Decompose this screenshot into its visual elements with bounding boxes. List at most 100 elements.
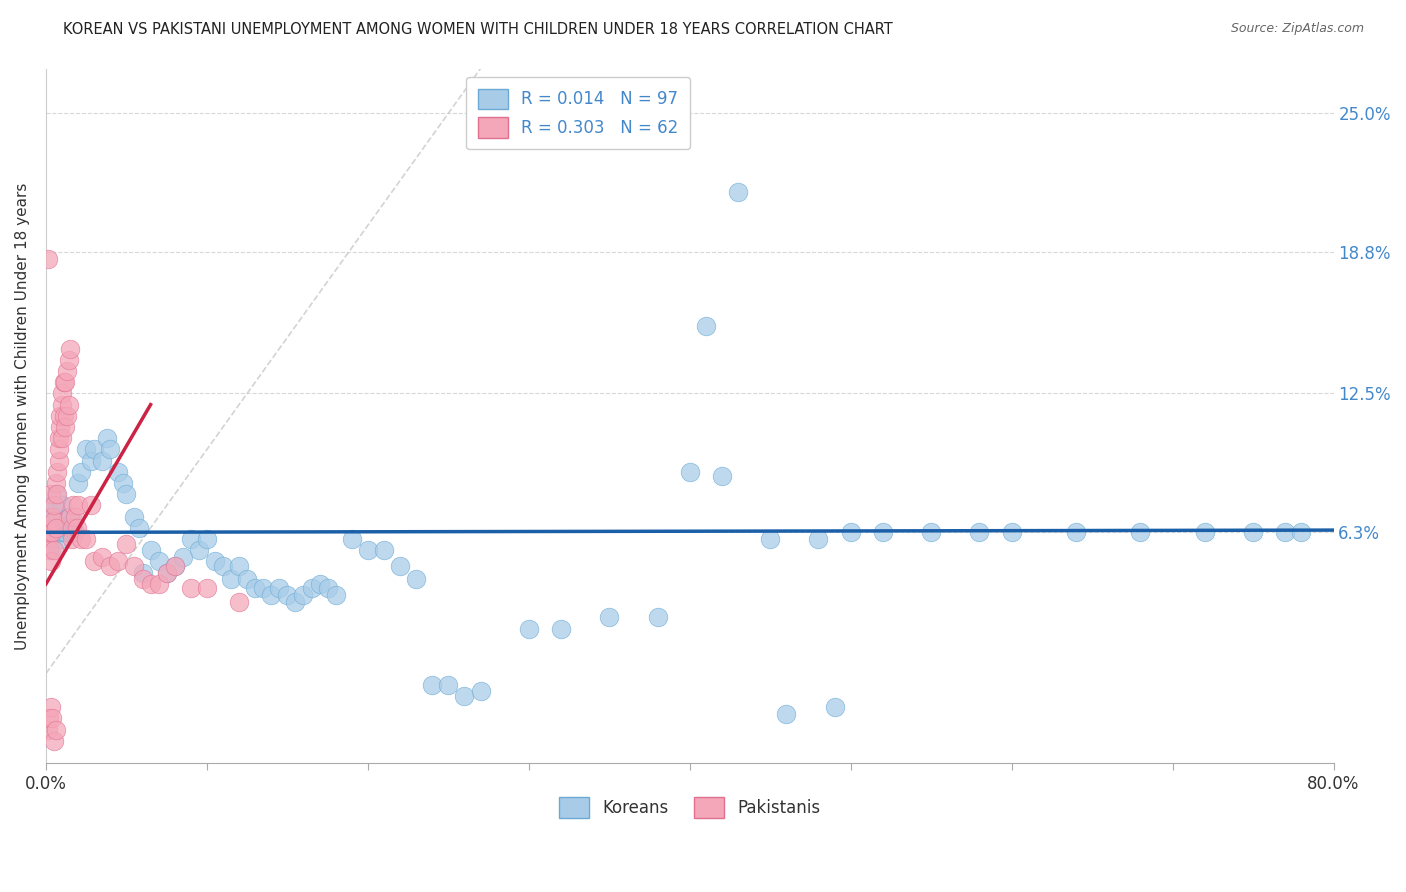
Point xyxy=(1291,525,1313,540)
Point xyxy=(269,582,291,596)
Point xyxy=(807,532,830,546)
Point xyxy=(46,487,69,501)
Point xyxy=(70,532,93,546)
Point xyxy=(37,532,59,546)
Point xyxy=(172,549,194,564)
Point xyxy=(83,442,105,457)
Point xyxy=(470,684,492,698)
Point xyxy=(195,532,218,546)
Point xyxy=(41,525,63,540)
Point xyxy=(67,476,90,491)
Point xyxy=(98,442,121,457)
Point xyxy=(49,521,72,535)
Point xyxy=(41,499,63,513)
Point xyxy=(695,319,717,334)
Point xyxy=(39,487,62,501)
Point xyxy=(98,558,121,573)
Point xyxy=(39,543,62,558)
Point xyxy=(37,723,59,737)
Point xyxy=(550,622,572,636)
Point xyxy=(325,588,347,602)
Point xyxy=(62,514,84,528)
Point xyxy=(228,558,250,573)
Point xyxy=(236,573,259,587)
Point xyxy=(83,554,105,568)
Point xyxy=(260,588,283,602)
Point xyxy=(48,453,70,467)
Point xyxy=(60,532,83,546)
Point xyxy=(1001,525,1024,540)
Point xyxy=(148,577,170,591)
Point xyxy=(41,711,63,725)
Point xyxy=(91,549,114,564)
Point xyxy=(38,536,60,550)
Point xyxy=(56,409,79,423)
Point xyxy=(228,595,250,609)
Point xyxy=(679,465,702,479)
Point xyxy=(437,678,460,692)
Point xyxy=(301,582,323,596)
Point xyxy=(598,610,620,624)
Point xyxy=(131,573,153,587)
Point xyxy=(52,375,75,389)
Point xyxy=(131,566,153,580)
Point xyxy=(340,532,363,546)
Point xyxy=(107,465,129,479)
Point xyxy=(139,543,162,558)
Point xyxy=(39,554,62,568)
Point xyxy=(45,487,67,501)
Point xyxy=(284,595,307,609)
Point xyxy=(56,514,79,528)
Legend: Koreans, Pakistanis: Koreans, Pakistanis xyxy=(553,790,827,824)
Point xyxy=(41,532,63,546)
Point xyxy=(195,582,218,596)
Point xyxy=(1241,525,1264,540)
Point xyxy=(51,525,73,540)
Point xyxy=(156,566,179,580)
Point xyxy=(39,505,62,519)
Point xyxy=(156,566,179,580)
Point xyxy=(112,476,135,491)
Point xyxy=(45,521,67,535)
Point xyxy=(124,509,146,524)
Point xyxy=(49,532,72,546)
Point xyxy=(517,622,540,636)
Point xyxy=(51,398,73,412)
Point xyxy=(920,525,942,540)
Point xyxy=(38,514,60,528)
Point xyxy=(1064,525,1087,540)
Text: Source: ZipAtlas.com: Source: ZipAtlas.com xyxy=(1230,22,1364,36)
Point xyxy=(59,525,82,540)
Point xyxy=(276,588,298,602)
Point xyxy=(60,521,83,535)
Point xyxy=(51,431,73,445)
Point xyxy=(128,521,150,535)
Point xyxy=(96,431,118,445)
Point xyxy=(70,465,93,479)
Point xyxy=(41,509,63,524)
Point xyxy=(308,577,330,591)
Point xyxy=(139,577,162,591)
Point xyxy=(67,499,90,513)
Point xyxy=(405,573,427,587)
Point xyxy=(453,689,475,703)
Point xyxy=(48,431,70,445)
Point xyxy=(148,554,170,568)
Point xyxy=(163,558,186,573)
Point xyxy=(38,711,60,725)
Point xyxy=(75,532,97,546)
Point xyxy=(37,525,59,540)
Point xyxy=(710,469,733,483)
Point xyxy=(42,499,65,513)
Point xyxy=(46,525,69,540)
Point xyxy=(115,487,138,501)
Point xyxy=(65,521,87,535)
Point xyxy=(80,499,103,513)
Point xyxy=(51,386,73,401)
Point xyxy=(775,706,797,721)
Point xyxy=(647,610,669,624)
Point xyxy=(59,342,82,356)
Point xyxy=(38,543,60,558)
Text: KOREAN VS PAKISTANI UNEMPLOYMENT AMONG WOMEN WITH CHILDREN UNDER 18 YEARS CORREL: KOREAN VS PAKISTANI UNEMPLOYMENT AMONG W… xyxy=(63,22,893,37)
Point xyxy=(163,558,186,573)
